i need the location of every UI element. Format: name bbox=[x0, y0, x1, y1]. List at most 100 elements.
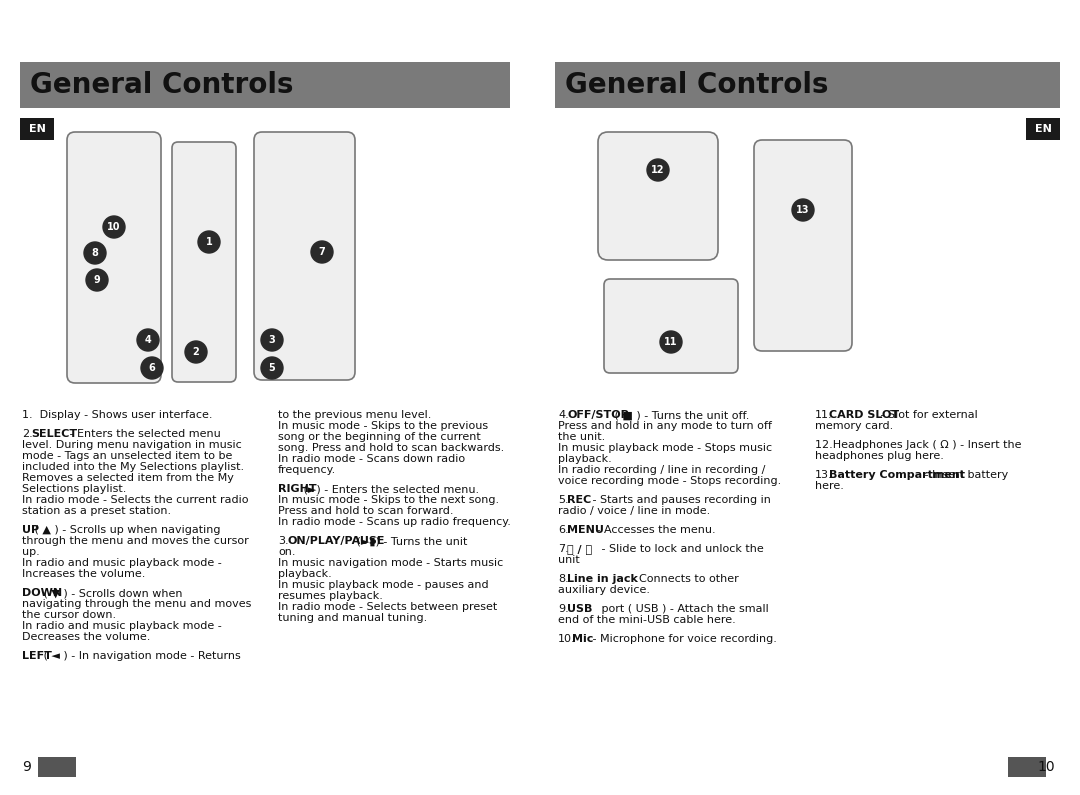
Text: 1: 1 bbox=[205, 237, 213, 247]
Text: In radio mode - Selects the current radio: In radio mode - Selects the current radi… bbox=[22, 495, 248, 505]
Text: ( ◄ ) - In navigation mode - Returns: ( ◄ ) - In navigation mode - Returns bbox=[40, 651, 241, 661]
Text: 12: 12 bbox=[651, 165, 665, 175]
Text: CARD SLOT: CARD SLOT bbox=[829, 410, 899, 420]
Text: In radio recording / line in recording /: In radio recording / line in recording / bbox=[558, 465, 766, 475]
Text: song. Press and hold to scan backwards.: song. Press and hold to scan backwards. bbox=[278, 443, 504, 453]
Text: USB: USB bbox=[567, 604, 593, 614]
Text: song or the beginning of the current: song or the beginning of the current bbox=[278, 432, 481, 442]
Text: In music playback mode - pauses and: In music playback mode - pauses and bbox=[278, 580, 488, 590]
Text: - Microphone for voice recording.: - Microphone for voice recording. bbox=[589, 634, 777, 644]
Text: (►) - Enters the selected menu.: (►) - Enters the selected menu. bbox=[300, 484, 480, 494]
Text: - Slide to lock and unlock the: - Slide to lock and unlock the bbox=[597, 544, 764, 554]
Text: In music navigation mode - Starts music: In music navigation mode - Starts music bbox=[278, 558, 503, 568]
Text: - Connects to other: - Connects to other bbox=[629, 574, 739, 584]
Text: In radio and music playback mode -: In radio and music playback mode - bbox=[22, 621, 221, 631]
FancyBboxPatch shape bbox=[21, 118, 54, 140]
Text: the unit.: the unit. bbox=[558, 432, 605, 442]
Text: UP: UP bbox=[22, 525, 39, 535]
Text: to the previous menu level.: to the previous menu level. bbox=[278, 410, 431, 420]
Text: 2.: 2. bbox=[22, 429, 32, 439]
Text: playback.: playback. bbox=[278, 569, 332, 579]
Text: playback.: playback. bbox=[558, 454, 611, 464]
Circle shape bbox=[137, 329, 159, 351]
Text: Mic: Mic bbox=[572, 634, 593, 644]
FancyBboxPatch shape bbox=[1008, 757, 1047, 777]
Circle shape bbox=[141, 357, 163, 379]
Text: In music mode - Skips to the previous: In music mode - Skips to the previous bbox=[278, 421, 488, 431]
Text: - Slot for external: - Slot for external bbox=[877, 410, 977, 420]
Text: RIGHT: RIGHT bbox=[278, 484, 316, 494]
Circle shape bbox=[261, 357, 283, 379]
Text: ( ■ ) - Turns the unit off.: ( ■ ) - Turns the unit off. bbox=[611, 410, 750, 420]
Text: 10.: 10. bbox=[558, 634, 576, 644]
Text: resumes playback.: resumes playback. bbox=[278, 591, 383, 601]
Circle shape bbox=[185, 341, 207, 363]
Text: In radio mode - Scans up radio frequency.: In radio mode - Scans up radio frequency… bbox=[278, 517, 511, 527]
Text: Decreases the volume.: Decreases the volume. bbox=[22, 632, 150, 642]
Text: Increases the volume.: Increases the volume. bbox=[22, 569, 146, 579]
Text: up.: up. bbox=[22, 547, 40, 557]
Text: LEFT: LEFT bbox=[22, 651, 52, 661]
Text: - Insert battery: - Insert battery bbox=[920, 470, 1008, 480]
Text: MENU: MENU bbox=[567, 525, 604, 535]
Text: 9: 9 bbox=[22, 760, 31, 774]
Text: - Starts and pauses recording in: - Starts and pauses recording in bbox=[589, 495, 771, 505]
FancyBboxPatch shape bbox=[21, 62, 510, 108]
Circle shape bbox=[198, 231, 220, 253]
Text: Battery Compartment: Battery Compartment bbox=[829, 470, 964, 480]
Circle shape bbox=[660, 331, 681, 353]
Text: 4.: 4. bbox=[558, 410, 569, 420]
FancyBboxPatch shape bbox=[604, 279, 738, 373]
Text: memory card.: memory card. bbox=[815, 421, 893, 431]
Text: EN: EN bbox=[1035, 124, 1052, 134]
Text: headphones plug here.: headphones plug here. bbox=[815, 451, 944, 461]
Text: 9.: 9. bbox=[558, 604, 569, 614]
Text: In radio and music playback mode -: In radio and music playback mode - bbox=[22, 558, 221, 568]
Text: In music mode - Skips to the next song.: In music mode - Skips to the next song. bbox=[278, 495, 499, 505]
Text: 7.: 7. bbox=[558, 544, 569, 554]
Text: station as a preset station.: station as a preset station. bbox=[22, 506, 171, 516]
Text: - Accesses the menu.: - Accesses the menu. bbox=[593, 525, 716, 535]
Circle shape bbox=[103, 216, 125, 238]
Circle shape bbox=[647, 159, 669, 181]
Text: tuning and manual tuning.: tuning and manual tuning. bbox=[278, 613, 428, 623]
FancyBboxPatch shape bbox=[172, 142, 237, 382]
Text: (►▮) - Turns the unit: (►▮) - Turns the unit bbox=[353, 536, 468, 546]
Text: 6: 6 bbox=[149, 363, 156, 373]
Text: voice recording mode - Stops recording.: voice recording mode - Stops recording. bbox=[558, 476, 781, 486]
Circle shape bbox=[311, 241, 333, 263]
FancyBboxPatch shape bbox=[598, 132, 718, 260]
Text: 2: 2 bbox=[192, 347, 200, 357]
Text: Removes a selected item from the My: Removes a selected item from the My bbox=[22, 473, 234, 483]
Text: 7: 7 bbox=[319, 247, 325, 257]
Text: 13.: 13. bbox=[815, 470, 833, 480]
Text: 🔒 / 🔓: 🔒 / 🔓 bbox=[567, 544, 593, 554]
Text: 8.: 8. bbox=[558, 574, 569, 584]
Text: General Controls: General Controls bbox=[565, 71, 828, 99]
Text: Line in jack: Line in jack bbox=[567, 574, 638, 584]
Text: REC: REC bbox=[567, 495, 592, 505]
Text: level. During menu navigation in music: level. During menu navigation in music bbox=[22, 440, 242, 450]
Text: 13: 13 bbox=[796, 205, 810, 215]
Text: end of the mini-USB cable here.: end of the mini-USB cable here. bbox=[558, 615, 735, 625]
Text: 12.Headphones Jack ( Ω ) - Insert the: 12.Headphones Jack ( Ω ) - Insert the bbox=[815, 440, 1022, 450]
FancyBboxPatch shape bbox=[38, 757, 76, 777]
Text: 8: 8 bbox=[92, 248, 98, 258]
Text: Press and hold to scan forward.: Press and hold to scan forward. bbox=[278, 506, 454, 516]
Text: In music playback mode - Stops music: In music playback mode - Stops music bbox=[558, 443, 772, 453]
Text: 9: 9 bbox=[94, 275, 100, 285]
Text: ( ▲ ) - Scrolls up when navigating: ( ▲ ) - Scrolls up when navigating bbox=[31, 525, 220, 535]
FancyBboxPatch shape bbox=[754, 140, 852, 351]
Text: 6.: 6. bbox=[558, 525, 569, 535]
Text: SELECT: SELECT bbox=[31, 429, 78, 439]
Text: 10: 10 bbox=[107, 222, 121, 232]
Text: OFF/STOP: OFF/STOP bbox=[567, 410, 629, 420]
Text: unit: unit bbox=[558, 555, 580, 565]
Text: ( ▼ ) - Scrolls down when: ( ▼ ) - Scrolls down when bbox=[40, 588, 183, 598]
Text: 5.: 5. bbox=[558, 495, 569, 505]
Text: radio / voice / line in mode.: radio / voice / line in mode. bbox=[558, 506, 711, 516]
Text: Selections playlist.: Selections playlist. bbox=[22, 484, 126, 494]
Text: through the menu and moves the cursor: through the menu and moves the cursor bbox=[22, 536, 248, 546]
Circle shape bbox=[84, 242, 106, 264]
Text: 10: 10 bbox=[1038, 760, 1055, 774]
